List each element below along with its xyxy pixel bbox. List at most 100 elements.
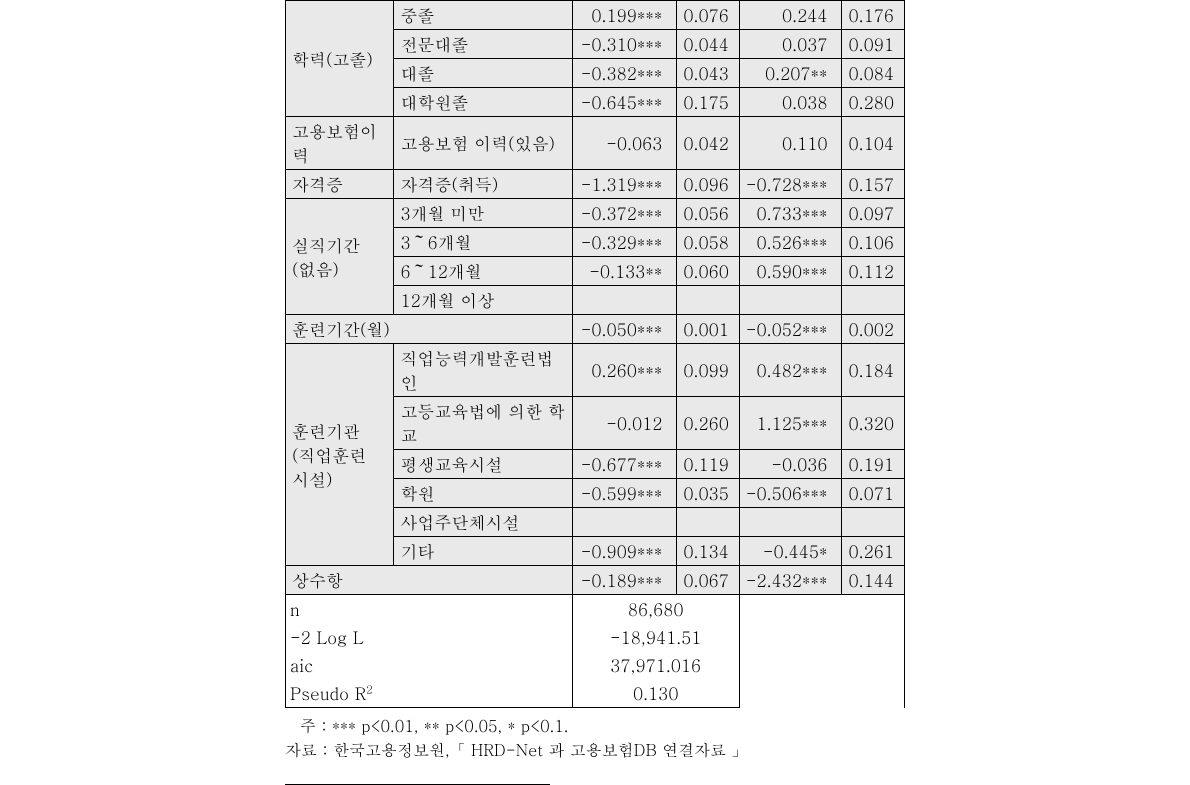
unemp-2-c: 0.590*** (739, 257, 842, 286)
edu-3-d: 0.280 (842, 88, 905, 117)
inst-3-b: 0.035 (677, 479, 739, 508)
inst-sub-1: 고등교육법에 의한 학교 (394, 397, 572, 450)
edu-sub-2: 대졸 (394, 59, 572, 88)
n-label: n (286, 595, 573, 624)
pseudo-r2-value: 0.130 (572, 679, 739, 708)
inst-1-b: 0.260 (677, 397, 739, 450)
pseudo-r2-sup: 2 (366, 682, 373, 697)
note-significance: 주 : *** p<0.01, ** p<0.05, * p<0.1. (285, 714, 905, 738)
inst-5-d: 0.261 (842, 537, 905, 566)
inst-4-d (842, 508, 905, 537)
unemp-2-b: 0.060 (677, 257, 739, 286)
constant-c: -2.432*** (739, 566, 842, 595)
unemp-3-a (572, 286, 677, 315)
inst-0-a: 0.260*** (572, 344, 677, 397)
inst-5-b: 0.134 (677, 537, 739, 566)
insurance-a: -0.063 (572, 117, 677, 170)
license-c: -0.728*** (739, 170, 842, 199)
edu-2-b: 0.043 (677, 59, 739, 88)
insurance-c: 0.110 (739, 117, 842, 170)
edu-2-c: 0.207** (739, 59, 842, 88)
insurance-sub: 고용보험 이력(있음) (394, 117, 572, 170)
inst-4-b (677, 508, 739, 537)
unemp-0-c: 0.733*** (739, 199, 842, 228)
inst-2-a: -0.677*** (572, 450, 677, 479)
unemp-sub-1: 3～6개월 (394, 228, 572, 257)
unemp-0-b: 0.056 (677, 199, 739, 228)
unemp-1-b: 0.058 (677, 228, 739, 257)
inst-2-b: 0.119 (677, 450, 739, 479)
inst-0-b: 0.099 (677, 344, 739, 397)
inst-3-a: -0.599*** (572, 479, 677, 508)
edu-3-a: -0.645*** (572, 88, 677, 117)
aic-value: 37,971.016 (572, 651, 739, 679)
note-source: 자료 : 한국고용정보원,「 HRD-Net 과 고용보험DB 연결자료 」 (285, 738, 905, 762)
unemp-3-c (739, 286, 842, 315)
inst-label-l2: (직업훈련 (292, 443, 366, 467)
unemp-sub-2: 6～12개월 (394, 257, 572, 286)
edu-1-d: 0.091 (842, 30, 905, 59)
inst-sub-2: 평생교육시설 (394, 450, 572, 479)
unemp-label-l1: 실직기간 (292, 233, 360, 257)
unemp-3-d (842, 286, 905, 315)
license-a: -1.319*** (572, 170, 677, 199)
edu-0-d: 0.176 (842, 1, 905, 30)
unemp-1-c: 0.526*** (739, 228, 842, 257)
unemp-group-label: 실직기간 (없음) (286, 199, 394, 315)
trainperiod-c: -0.052*** (739, 315, 842, 344)
insurance-label: 고용보험이력 (286, 117, 394, 170)
license-label: 자격증 (286, 170, 394, 199)
inst-5-c: -0.445* (739, 537, 842, 566)
loglik-value: -18,941.51 (572, 623, 739, 651)
constant-b: 0.067 (677, 566, 739, 595)
edu-0-b: 0.076 (677, 1, 739, 30)
unemp-sub-0: 3개월 미만 (394, 199, 572, 228)
edu-0-c: 0.244 (739, 1, 842, 30)
unemp-1-d: 0.106 (842, 228, 905, 257)
unemp-2-a: -0.133** (572, 257, 677, 286)
license-b: 0.096 (677, 170, 739, 199)
edu-3-b: 0.175 (677, 88, 739, 117)
inst-0-d: 0.184 (842, 344, 905, 397)
edu-3-c: 0.038 (739, 88, 842, 117)
constant-a: -0.189*** (572, 566, 677, 595)
edu-1-c: 0.037 (739, 30, 842, 59)
trainperiod-b: 0.001 (677, 315, 739, 344)
inst-sub-0: 직업능력개발훈련법인 (394, 344, 572, 397)
inst-2-c: -0.036 (739, 450, 842, 479)
inst-label-l1: 훈련기관 (292, 419, 360, 443)
license-sub: 자격증(취득) (394, 170, 572, 199)
pseudo-r2-label: Pseudo R2 (286, 679, 573, 708)
edu-2-d: 0.084 (842, 59, 905, 88)
inst-sub-5: 기타 (394, 537, 572, 566)
inst-2-d: 0.191 (842, 450, 905, 479)
constant-label: 상수항 (286, 566, 573, 595)
inst-1-d: 0.320 (842, 397, 905, 450)
aic-label: aic (286, 651, 573, 679)
edu-sub-0: 중졸 (394, 1, 572, 30)
edu-group-label: 학력(고졸) (286, 1, 394, 117)
trainperiod-a: -0.050*** (572, 315, 677, 344)
inst-1-c: 1.125*** (739, 397, 842, 450)
trainperiod-d: 0.002 (842, 315, 905, 344)
edu-sub-1: 전문대졸 (394, 30, 572, 59)
unemp-0-d: 0.097 (842, 199, 905, 228)
edu-sub-3: 대학원졸 (394, 88, 572, 117)
license-d: 0.157 (842, 170, 905, 199)
unemp-sub-3: 12개월 이상 (394, 286, 572, 315)
table-notes: 주 : *** p<0.01, ** p<0.05, * p<0.1. 자료 :… (285, 714, 905, 762)
stats-empty (739, 595, 904, 708)
inst-sub-4: 사업주단체시설 (394, 508, 572, 537)
regression-table: 학력(고졸) 중졸 0.199*** 0.076 0.244 0.176 전문대… (285, 0, 905, 708)
pseudo-r2-label-text: Pseudo R (290, 681, 366, 705)
unemp-2-d: 0.112 (842, 257, 905, 286)
constant-d: 0.144 (842, 566, 905, 595)
inst-group-label: 훈련기관 (직업훈련 시설) (286, 344, 394, 566)
edu-2-a: -0.382*** (572, 59, 677, 88)
edu-1-a: -0.310*** (572, 30, 677, 59)
inst-3-d: 0.071 (842, 479, 905, 508)
inst-4-c (739, 508, 842, 537)
inst-1-a: -0.012 (572, 397, 677, 450)
edu-0-a: 0.199*** (572, 1, 677, 30)
trainperiod-label: 훈련기간(월) (286, 315, 573, 344)
